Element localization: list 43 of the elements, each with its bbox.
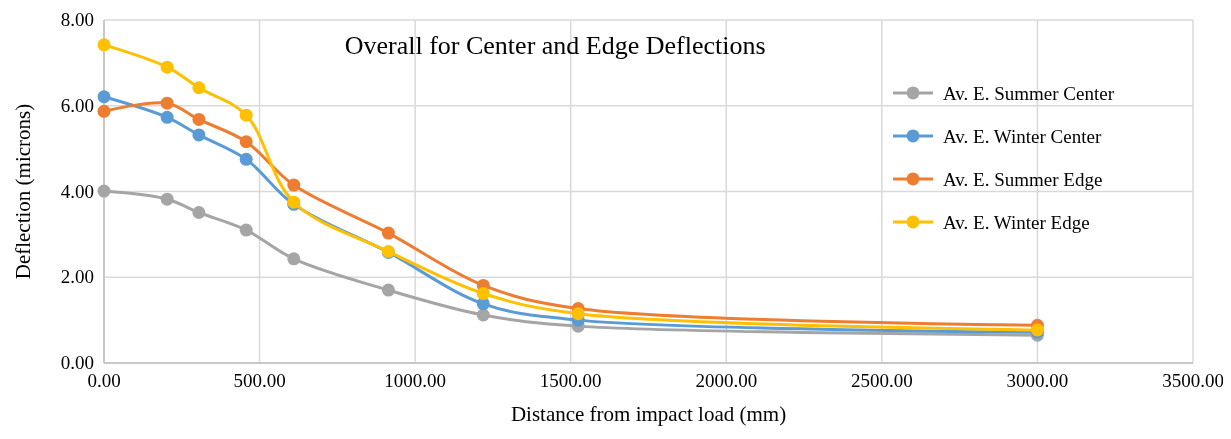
point	[160, 192, 174, 206]
point	[192, 112, 206, 126]
x-tick-label: 1000.00	[384, 370, 447, 391]
x-tick-label: 1500.00	[539, 370, 602, 391]
y-tick-label: 2.00	[60, 266, 94, 288]
y-tick-label: 0.00	[60, 352, 94, 373]
legend-label: Av. E. Winter Edge	[943, 211, 1090, 233]
x-tick-label: 0.00	[87, 370, 121, 391]
x-tick-label: 2000.00	[695, 370, 758, 391]
point	[160, 60, 174, 74]
point	[97, 184, 111, 198]
point	[571, 307, 585, 321]
point	[192, 81, 206, 95]
chart-title: Overall for Center and Edge Deflections	[344, 31, 766, 61]
x-tick-label: 3000.00	[1006, 370, 1069, 391]
point	[192, 128, 206, 142]
y-tick-label: 4.00	[60, 180, 94, 202]
x-tick-label: 2500.00	[850, 370, 913, 391]
point	[287, 252, 301, 266]
x-tick-label: 500.00	[233, 370, 286, 391]
y-axis-title: Deflection (microns)	[11, 103, 35, 280]
point	[160, 96, 174, 110]
point	[97, 38, 111, 52]
legend-label: Av. E. Summer Edge	[943, 168, 1103, 190]
point	[239, 152, 253, 166]
point	[160, 110, 174, 124]
point	[97, 104, 111, 118]
point	[381, 226, 395, 240]
point	[97, 90, 111, 104]
point	[192, 206, 206, 220]
point	[381, 283, 395, 297]
point	[476, 287, 490, 301]
x-axis-title: Distance from impact load (mm)	[510, 402, 787, 426]
point	[239, 223, 253, 237]
legend-label: Av. E. Summer Center	[943, 82, 1115, 104]
point	[239, 135, 253, 149]
point	[239, 108, 253, 122]
x-tick-label: 3500.00	[1162, 370, 1224, 391]
y-tick-label: 6.00	[60, 94, 94, 116]
legend-label: Av. E. Winter Center	[943, 125, 1102, 147]
point	[476, 308, 490, 322]
point	[287, 178, 301, 192]
y-tick-label: 8.00	[60, 9, 94, 30]
